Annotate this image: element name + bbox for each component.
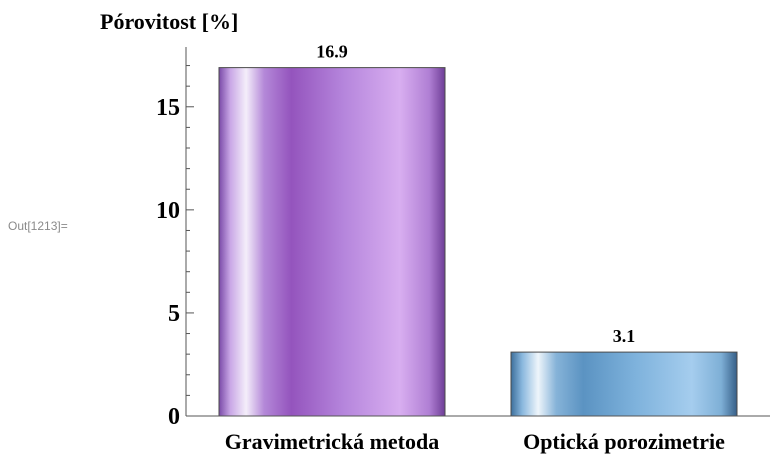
- y-tick-label: 0: [168, 404, 180, 430]
- y-tick-label: 10: [156, 198, 180, 224]
- y-tick-label: 15: [156, 95, 180, 121]
- bar-value-label: 3.1: [613, 326, 636, 346]
- bars: [218, 67, 738, 417]
- bar-value-label: 16.9: [316, 42, 348, 62]
- chart-title: Pórovitost [%]: [100, 9, 238, 34]
- y-axis: 0 5 10 15: [156, 47, 194, 430]
- y-tick-label: 5: [168, 301, 180, 327]
- bar-labels: 16.9 3.1: [316, 42, 635, 346]
- bar-1: [218, 67, 446, 417]
- output-cell-label: Out[1213]=: [8, 219, 68, 233]
- x-category-label: Optická porozimetrie: [523, 429, 725, 454]
- x-category-label: Gravimetrická metoda: [225, 429, 439, 454]
- bar-2: [510, 351, 738, 417]
- x-axis: Gravimetrická metoda Optická porozimetrie: [186, 415, 770, 454]
